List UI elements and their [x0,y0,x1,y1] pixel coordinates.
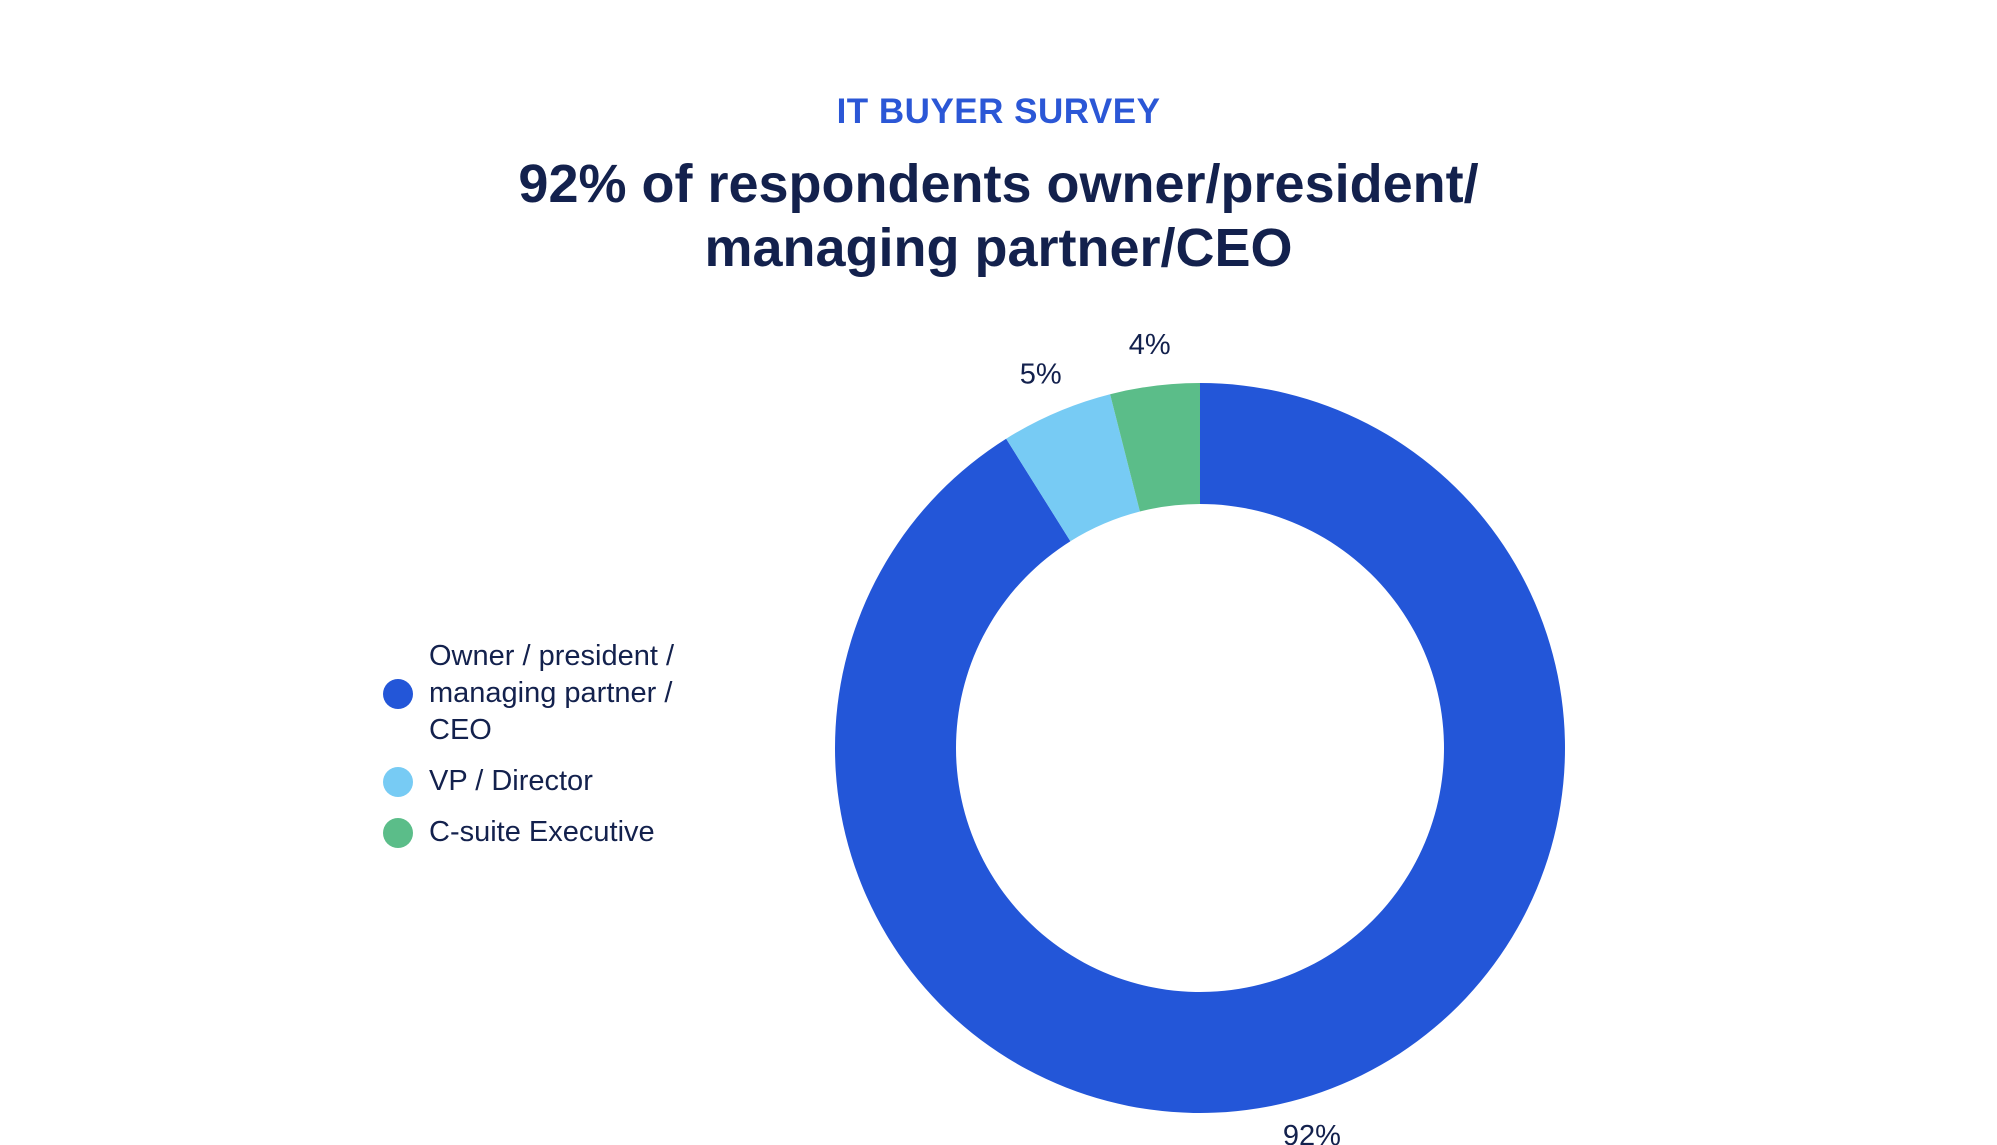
legend-swatch-owner [383,678,413,709]
chart-eyebrow: IT BUYER SURVEY [836,92,1161,131]
data-label-owner-president-managing-partner-ceo: 92% [1283,1120,1341,1145]
legend-swatch-vp-director [383,766,413,797]
donut-slice-c-suite-executive [1110,383,1200,512]
chart-legend: Owner / president / managing partner / C… [383,638,743,865]
chart-title-line-1: 92% of respondents owner/president/ [518,154,1479,214]
legend-item-vp-director: VP / Director [383,763,743,800]
legend-label-owner-line-3: CEO [429,714,492,746]
legend-item-c-suite: C-suite Executive [383,814,743,851]
legend-item-owner: Owner / president / managing partner / C… [383,638,743,749]
data-label-vp-director: 5% [1020,358,1062,390]
chart-title: 92% of respondents owner/president/ mana… [0,152,1997,280]
legend-label-owner-line-2: managing partner / [429,677,673,709]
legend-label-owner-line-1: Owner / president / [429,640,674,672]
legend-label-owner: Owner / president / managing partner / C… [429,638,674,749]
legend-label-c-suite: C-suite Executive [429,816,655,848]
donut-slice-owner-president-managing-partner-ceo [835,383,1565,1113]
data-label-c-suite-executive: 4% [1129,329,1171,361]
legend-swatch-c-suite [383,817,413,848]
legend-label-vp-director: VP / Director [429,765,593,797]
chart-title-line-2: managing partner/CEO [704,218,1293,278]
donut-slice-vp-director [1006,394,1140,542]
